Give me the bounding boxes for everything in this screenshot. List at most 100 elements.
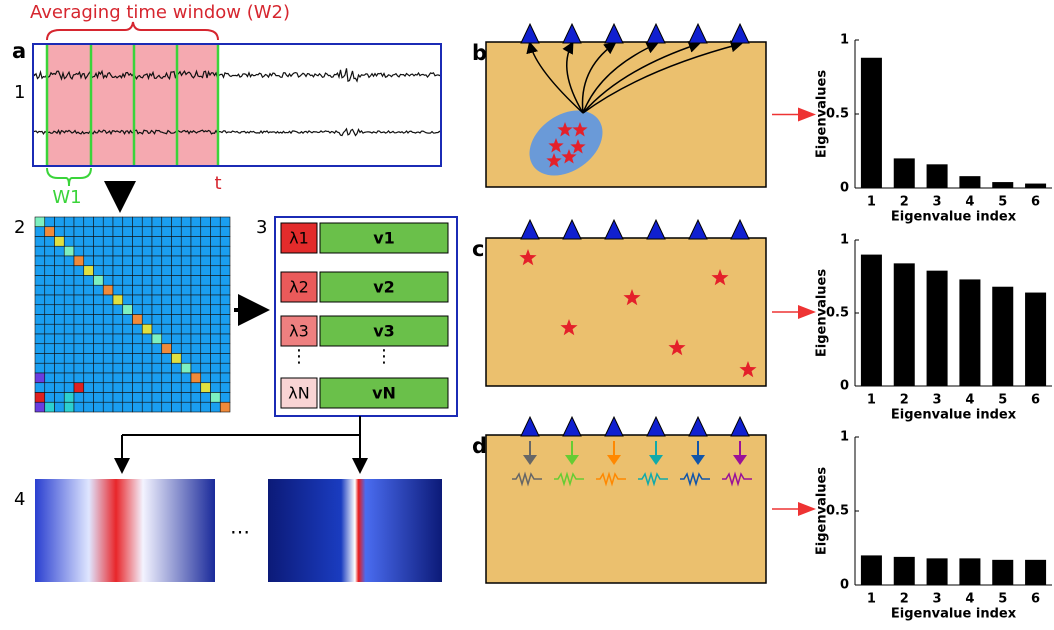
sensor <box>731 220 749 239</box>
matrix-cell <box>84 383 94 393</box>
matrix-cell <box>162 256 172 266</box>
connector <box>122 416 360 435</box>
matrix-cell <box>142 217 152 227</box>
x-tick-label: 4 <box>965 592 974 607</box>
bar <box>894 557 915 585</box>
matrix-cell <box>45 354 55 364</box>
matrix-cell <box>74 324 84 334</box>
x-axis-label: Eigenvalue index <box>891 607 1017 622</box>
matrix-cell <box>162 276 172 286</box>
matrix-cell <box>181 305 191 315</box>
matrix-cell <box>152 363 162 373</box>
sensor <box>647 417 665 436</box>
matrix-cell <box>35 256 45 266</box>
matrix-cell <box>64 393 74 403</box>
vector: v3 <box>373 322 395 341</box>
matrix-cell <box>55 402 65 412</box>
matrix-cell <box>191 256 201 266</box>
matrix-cell <box>172 324 182 334</box>
matrix-cell <box>142 315 152 325</box>
matrix-cell <box>55 256 65 266</box>
matrix-cell <box>191 354 201 364</box>
matrix-cell <box>152 246 162 256</box>
matrix-cell <box>35 344 45 354</box>
matrix-cell <box>103 315 113 325</box>
matrix-cell <box>133 393 143 403</box>
window-title: Averaging time window (W2) <box>30 2 290 23</box>
matrix-cell <box>84 256 94 266</box>
matrix-cell <box>35 354 45 364</box>
matrix-cell <box>35 373 45 383</box>
matrix-cell <box>152 227 162 237</box>
matrix-cell <box>64 285 74 295</box>
matrix-cell <box>45 344 55 354</box>
matrix-cell <box>172 237 182 247</box>
matrix-cell <box>45 402 55 412</box>
matrix-cell <box>211 256 221 266</box>
matrix-cell <box>181 354 191 364</box>
matrix-cell <box>84 227 94 237</box>
matrix-cell <box>172 217 182 227</box>
step-number: 4 <box>14 489 25 510</box>
matrix-cell <box>113 363 123 373</box>
sensor <box>647 220 665 239</box>
matrix-cell <box>45 285 55 295</box>
matrix-cell <box>45 315 55 325</box>
matrix-cell <box>123 237 133 247</box>
matrix-cell <box>74 315 84 325</box>
matrix-cell <box>191 363 201 373</box>
bar <box>894 263 915 386</box>
matrix-cell <box>64 295 74 305</box>
matrix-cell <box>113 285 123 295</box>
matrix-cell <box>35 383 45 393</box>
panel-label: d <box>472 434 487 458</box>
matrix-cell <box>64 402 74 412</box>
matrix-cell <box>172 344 182 354</box>
matrix-cell <box>191 305 201 315</box>
matrix-cell <box>123 334 133 344</box>
bar <box>861 555 882 585</box>
matrix-cell <box>94 217 104 227</box>
matrix-cell <box>103 295 113 305</box>
matrix-cell <box>64 305 74 315</box>
matrix-cell <box>55 344 65 354</box>
matrix-cell <box>45 324 55 334</box>
matrix-cell <box>123 363 133 373</box>
matrix-cell <box>45 295 55 305</box>
matrix-cell <box>133 246 143 256</box>
matrix-cell <box>74 217 84 227</box>
matrix-cell <box>201 305 211 315</box>
bar <box>959 558 980 585</box>
matrix-cell <box>94 305 104 315</box>
matrix-cell <box>181 217 191 227</box>
matrix-cell <box>142 256 152 266</box>
matrix-cell <box>172 285 182 295</box>
bar <box>992 560 1013 585</box>
matrix-cell <box>94 344 104 354</box>
bar <box>861 255 882 386</box>
matrix-cell <box>103 354 113 364</box>
matrix-cell <box>74 227 84 237</box>
matrix-cell <box>74 305 84 315</box>
t-label: t <box>214 173 221 194</box>
sensor <box>647 24 665 43</box>
matrix-cell <box>45 276 55 286</box>
matrix-cell <box>201 227 211 237</box>
matrix-cell <box>181 363 191 373</box>
matrix-cell <box>84 354 94 364</box>
matrix-cell <box>64 237 74 247</box>
lambda: λ1 <box>289 229 309 248</box>
matrix-cell <box>123 276 133 286</box>
matrix-cell <box>35 276 45 286</box>
matrix-cell <box>211 363 221 373</box>
matrix-cell <box>133 334 143 344</box>
matrix-cell <box>74 354 84 364</box>
matrix-cell <box>211 305 221 315</box>
matrix-cell <box>133 305 143 315</box>
matrix-cell <box>55 383 65 393</box>
bar <box>959 279 980 386</box>
matrix-cell <box>113 237 123 247</box>
matrix-cell <box>201 363 211 373</box>
matrix-cell <box>133 285 143 295</box>
panel-label: b <box>472 41 487 65</box>
